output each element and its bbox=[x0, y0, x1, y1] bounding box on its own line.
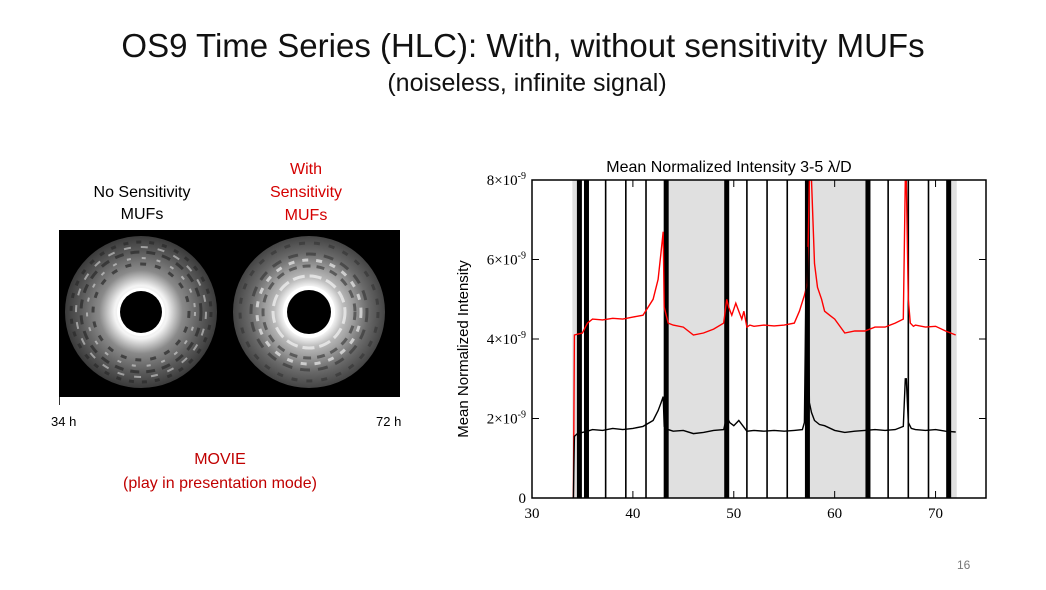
y-tick-label-4: 8×10-9 bbox=[487, 171, 526, 189]
movie-time-start: 34 h bbox=[51, 414, 77, 429]
movie-time-end: 72 h bbox=[376, 414, 402, 429]
shaded-region-3 bbox=[948, 180, 957, 498]
movie-note-title: MOVIE bbox=[194, 451, 246, 468]
y-tick-label-0: 0 bbox=[519, 491, 527, 507]
plot-frame bbox=[531, 179, 987, 499]
x-tick-label-60: 60 bbox=[827, 506, 842, 522]
shaded-region-1 bbox=[666, 180, 727, 498]
y-tick-label-3: 6×10-9 bbox=[487, 251, 526, 269]
intensity-chart: 30 40 50 60 70 0 2×10-9 4×10-9 6×10-9 8×10-9 Mean … bbox=[440, 150, 1000, 540]
shaded-region-2 bbox=[808, 180, 868, 498]
movie-player[interactable] bbox=[59, 230, 400, 397]
intensity-chart-svg: 30 40 50 60 70 0 2×10-9 4×10-9 6×10-9 8×10-9 Mean … bbox=[455, 159, 987, 522]
shaded-region-0 bbox=[572, 180, 579, 498]
y-tick-label-2: 4×10-9 bbox=[487, 330, 526, 348]
x-tick-label-30: 30 bbox=[525, 506, 540, 522]
chart-title: Mean Normalized Intensity 3-5 λ/D bbox=[606, 159, 851, 176]
y-tick-label-1: 2×10-9 bbox=[487, 410, 526, 428]
series-line-no-mufs bbox=[572, 246, 956, 498]
slide-subtitle: (noiseless, infinite signal) bbox=[387, 69, 667, 97]
label-no-sensitivity-mufs: No Sensitivity MUFs bbox=[82, 182, 202, 226]
page-number: 16 bbox=[957, 558, 971, 572]
x-tick-label-40: 40 bbox=[625, 506, 640, 522]
movie-note-instruction: (play in presentation mode) bbox=[123, 475, 317, 492]
slide-title: OS9 Time Series (HLC): With, without sen… bbox=[121, 27, 925, 64]
series-line-with-mufs bbox=[572, 180, 956, 498]
label-with-sensitivity-mufs: With Sensitivity MUFs bbox=[246, 158, 366, 227]
movie-timeline-tick bbox=[59, 397, 60, 405]
label-with-line2: Sensitivity bbox=[269, 184, 343, 201]
label-no-sensitivity-line2: MUFs bbox=[120, 206, 164, 223]
x-tick-label-70: 70 bbox=[928, 506, 943, 522]
image-no-mufs bbox=[65, 236, 217, 388]
label-with-line1: With bbox=[290, 161, 322, 178]
x-tick-label-50: 50 bbox=[726, 506, 741, 522]
label-with-line3: MUFs bbox=[284, 207, 328, 224]
y-axis-label: Mean Normalized Intensity bbox=[455, 260, 472, 438]
image-with-mufs bbox=[233, 236, 385, 388]
movie-note: MOVIE (play in presentation mode) bbox=[100, 448, 340, 496]
coronagraph-images bbox=[65, 236, 385, 388]
label-no-sensitivity-line1: No Sensitivity bbox=[93, 184, 191, 201]
